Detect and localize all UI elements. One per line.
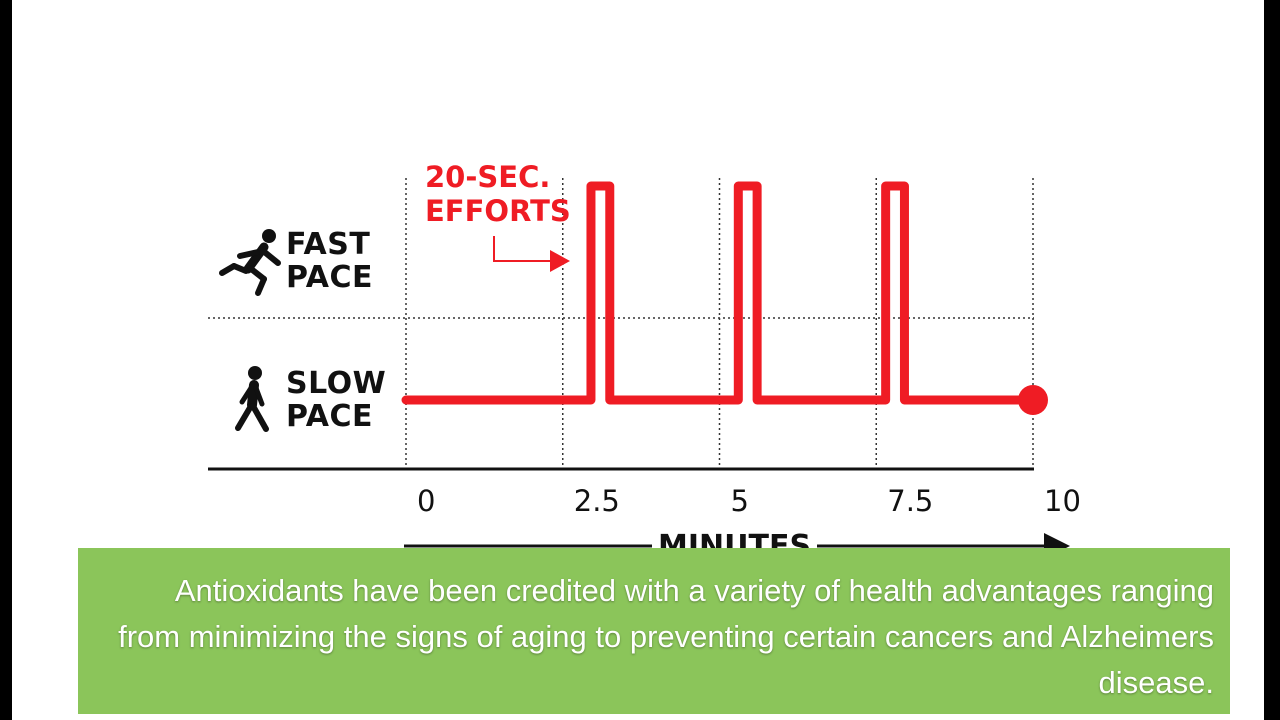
series-end-point xyxy=(1018,385,1048,415)
pace-series-line xyxy=(401,181,1038,405)
x-tick-label-2: 5 xyxy=(730,484,749,518)
x-tick-label-1: 2.5 xyxy=(573,484,620,518)
annotation-arrow xyxy=(493,236,570,272)
pace-chart xyxy=(208,178,1070,559)
x-tick-label-4: 10 xyxy=(1044,484,1081,518)
annotation-line-2: EFFORTS xyxy=(425,194,571,228)
x-tick-label-0: 0 xyxy=(417,484,436,518)
annotation-line-1: 20-SEC. xyxy=(425,160,551,194)
slow-pace-label: SLOW PACE xyxy=(286,366,387,434)
walking-person-icon xyxy=(235,366,269,432)
running-person-icon xyxy=(219,229,281,296)
fast-pace-label: FAST PACE xyxy=(286,227,373,295)
caption-text: Antioxidants have been credited with a v… xyxy=(118,573,1214,700)
x-tick-label-3: 7.5 xyxy=(887,484,934,518)
video-frame: FAST PACE SLOW PACE 20-SEC. EFFORTS 0 2.5… xyxy=(12,0,1264,720)
caption-banner: Antioxidants have been credited with a v… xyxy=(78,548,1230,714)
efforts-annotation: 20-SEC. EFFORTS xyxy=(425,160,571,228)
